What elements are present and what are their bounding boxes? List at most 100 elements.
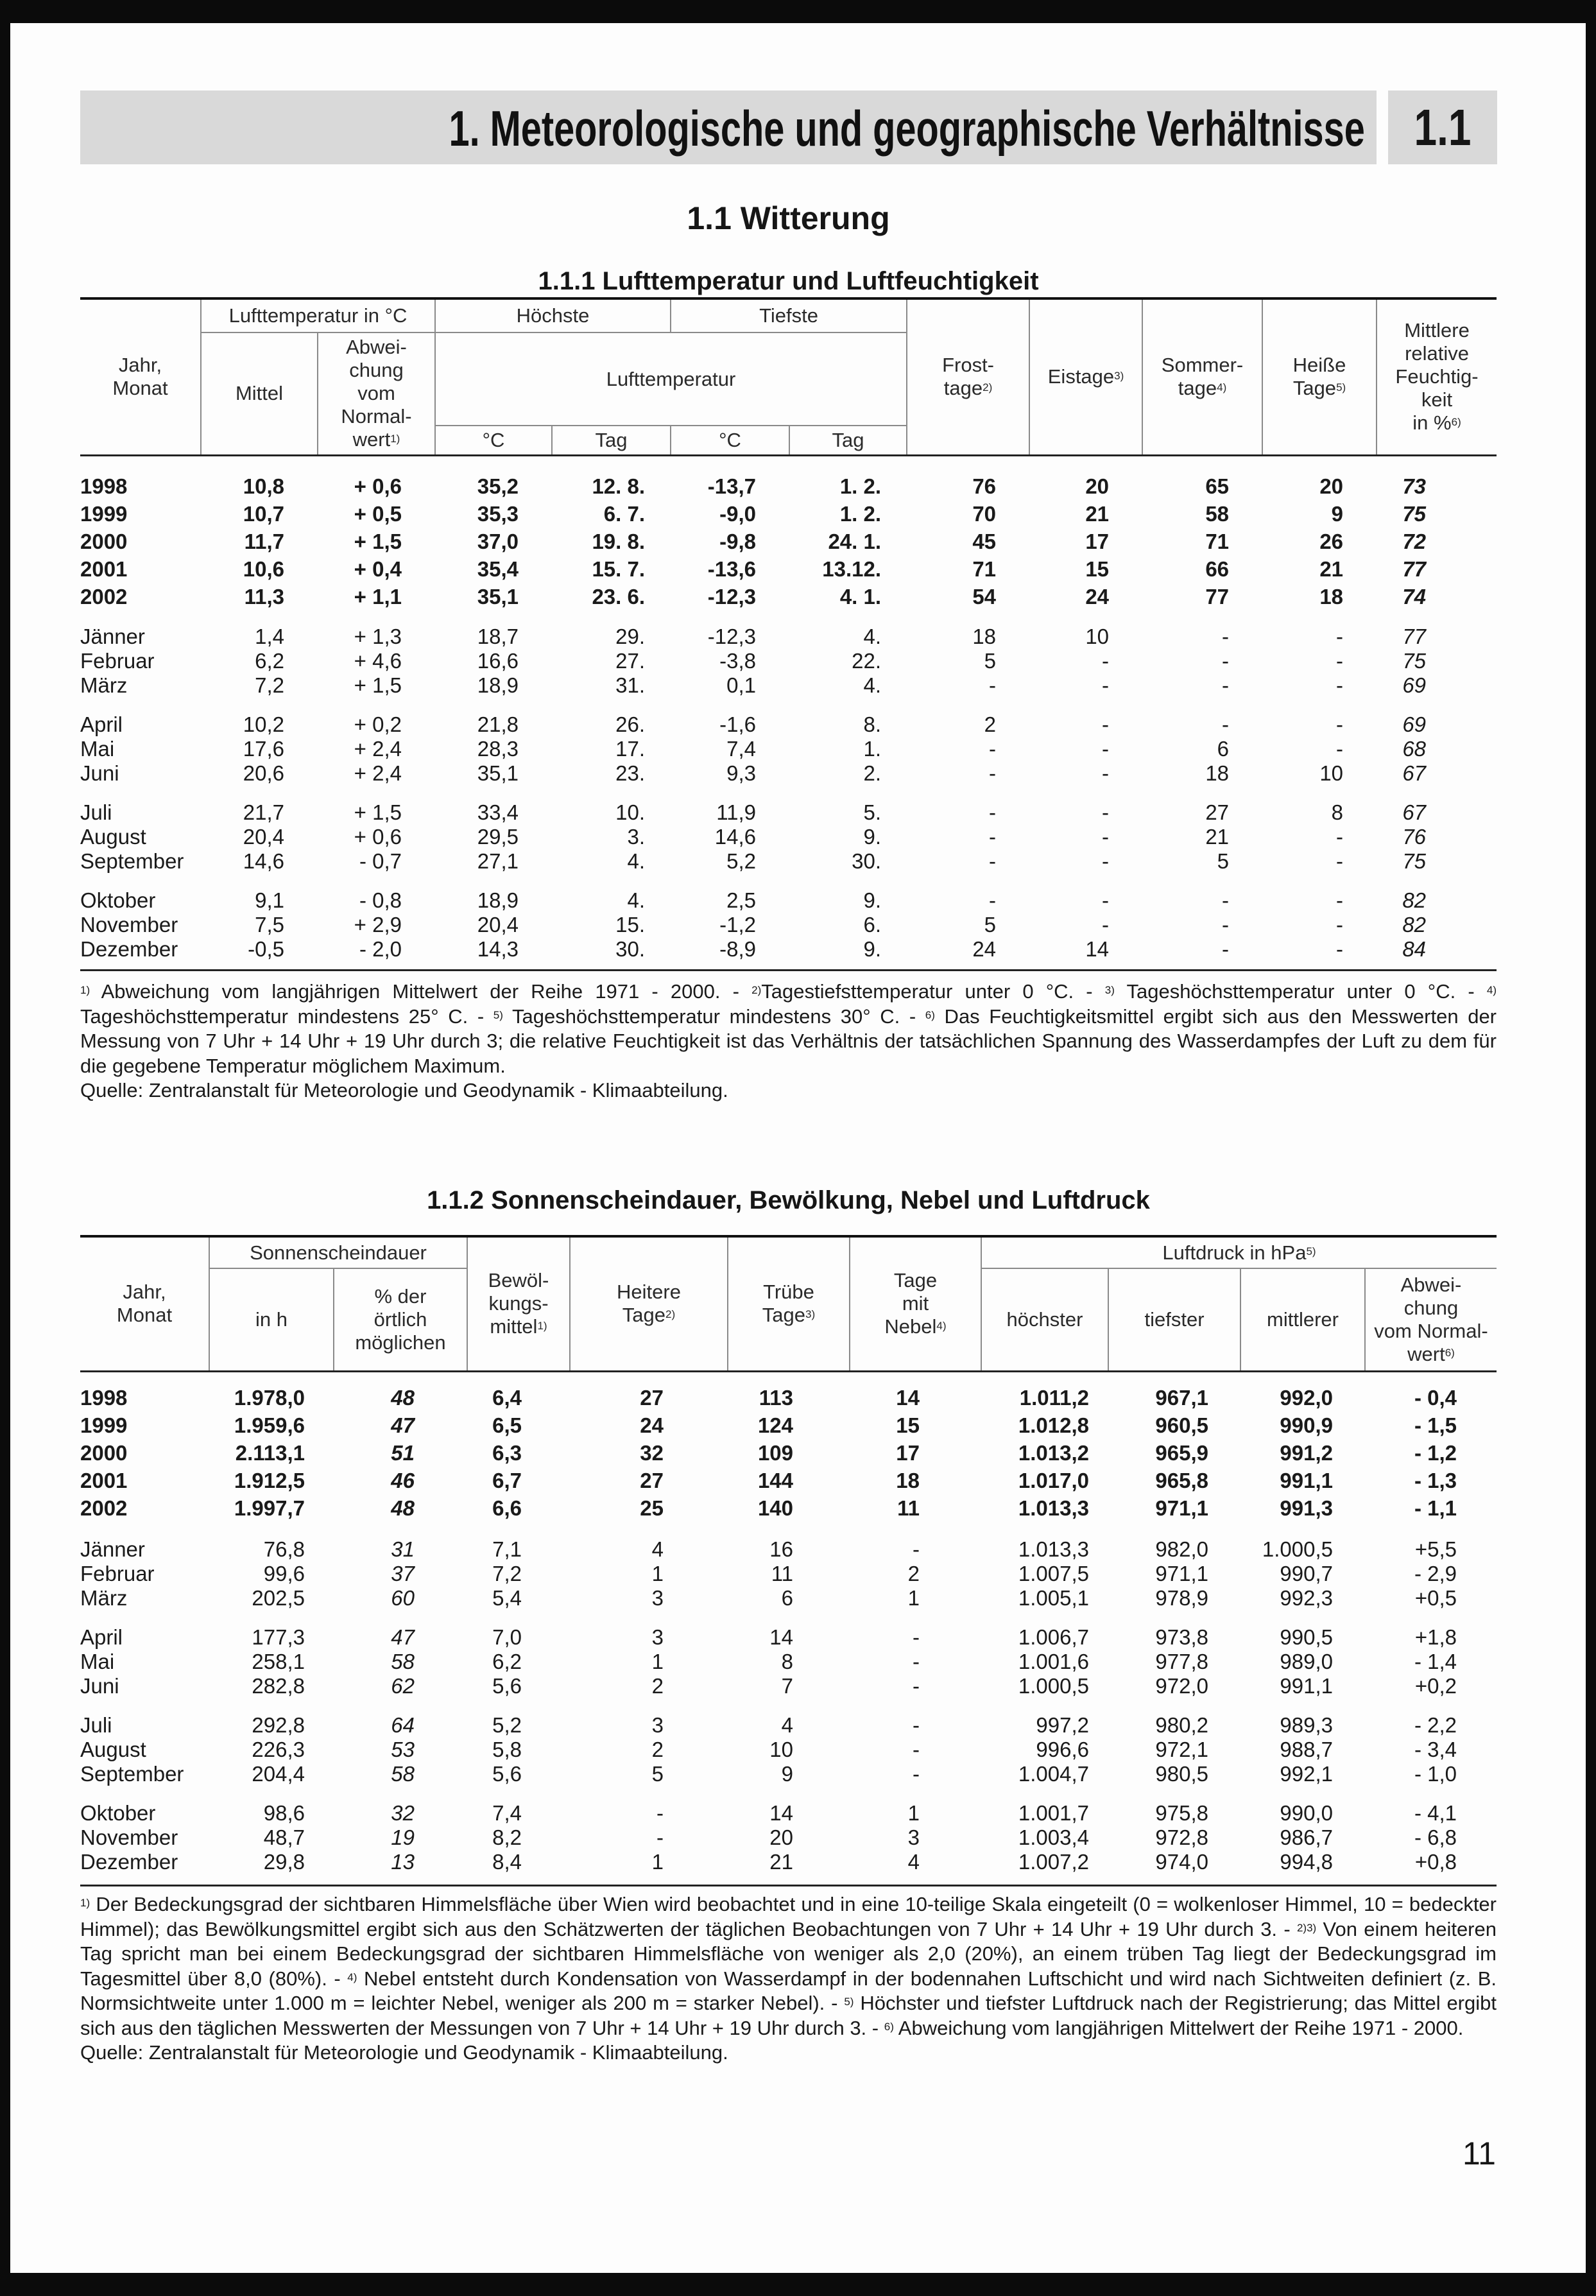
table-cell: 991,3 bbox=[1280, 1496, 1333, 1520]
row-label: November bbox=[80, 912, 178, 937]
footnote-text: Von einem heiteren Tag spricht man bei e… bbox=[80, 1917, 1497, 1990]
table-cell: 5 bbox=[1217, 849, 1230, 873]
table-cell: 33,4 bbox=[477, 800, 519, 824]
table-cell: 0,1 bbox=[726, 673, 757, 697]
table-cell: - bbox=[1102, 824, 1110, 849]
row-label: Oktober bbox=[80, 888, 156, 912]
table-cell: - 3,4 bbox=[1414, 1737, 1457, 1761]
table-cell: 965,8 bbox=[1155, 1469, 1208, 1492]
table-cell: 5,4 bbox=[492, 1585, 522, 1610]
header-line: Tage5) bbox=[1263, 377, 1376, 400]
row-label: 1998 bbox=[80, 474, 128, 498]
table-cell: 1 bbox=[907, 1800, 920, 1825]
table-cell: 53 bbox=[391, 1737, 415, 1761]
table-cell: 986,7 bbox=[1280, 1825, 1333, 1849]
row-label: 2001 bbox=[80, 1469, 128, 1492]
header-line: Sommer- bbox=[1143, 354, 1262, 377]
table-cell: + 1,3 bbox=[354, 624, 402, 648]
table-cell: 18 bbox=[1205, 761, 1230, 785]
table-cell: 113 bbox=[759, 1386, 793, 1410]
header-text: keit bbox=[1421, 388, 1453, 411]
table-cell: 11,3 bbox=[244, 585, 284, 609]
table-cell: 27 bbox=[640, 1386, 664, 1410]
table-cell: 1.997,7 bbox=[234, 1496, 305, 1520]
footnote-text: Nebel entsteht durch Kondensation von Wa… bbox=[80, 1967, 1497, 2015]
row-label: Februar bbox=[80, 648, 155, 673]
table-cell: - bbox=[989, 736, 997, 761]
table-cell: 35,4 bbox=[477, 557, 519, 581]
row-spacer bbox=[80, 698, 1497, 712]
header-line: Monat bbox=[80, 377, 200, 400]
header-frosttage: Frost-tage2) bbox=[906, 297, 1030, 455]
table-cell: 9,3 bbox=[726, 761, 757, 785]
table2-source: Quelle: Zentralanstalt für Meteorologie … bbox=[80, 2041, 728, 2064]
table-cell: 9. bbox=[863, 937, 882, 961]
table-cell: 21 bbox=[1319, 557, 1344, 581]
table2-footnotes: 1) Der Bedeckungsgrad der sichtbaren Him… bbox=[80, 1892, 1497, 2066]
footnote-text: Der Bedeckungsgrad der sichtbaren Himmel… bbox=[80, 1893, 1497, 1940]
table-cell: 977,8 bbox=[1155, 1649, 1208, 1673]
header-hoechste: Höchste bbox=[434, 297, 671, 333]
footnote-marker: 4) bbox=[1486, 984, 1497, 997]
header-text: Monat bbox=[112, 377, 168, 400]
header-text: vom Normal- bbox=[1374, 1319, 1488, 1342]
month-row: April 10,2 + 0,2 21,8 26. -1,6 8. 2 - - - 69 bbox=[80, 712, 1497, 737]
chapter-number: 1.1 bbox=[1414, 99, 1472, 156]
table-cell: 23. 6. bbox=[592, 585, 646, 609]
table-cell: 2 bbox=[984, 712, 997, 736]
header-line: Monat bbox=[80, 1304, 209, 1327]
footnote-marker: 6) bbox=[925, 1008, 935, 1021]
table-cell: - bbox=[1102, 912, 1110, 937]
header-lufttemperatur-group: Lufttemperatur in °C bbox=[200, 297, 435, 333]
row-label: 2001 bbox=[80, 557, 128, 581]
header-line: tage2) bbox=[907, 377, 1029, 400]
table-cell: 77 bbox=[1205, 585, 1230, 609]
header-line: Frost- bbox=[907, 354, 1029, 377]
year-row: 1998 10,8 + 0,6 35,2 12. 8. -13,7 1. 2. 76 20 65 2… bbox=[80, 473, 1497, 501]
table-cell: -9,8 bbox=[719, 530, 757, 553]
table-cell: - bbox=[1102, 888, 1110, 912]
table-cell: 990,7 bbox=[1280, 1561, 1333, 1585]
header-sommertage: Sommer-tage4) bbox=[1142, 297, 1263, 455]
table-cell: 13 bbox=[391, 1849, 415, 1874]
header-text: Tage bbox=[1292, 377, 1337, 400]
table-cell: 27. bbox=[615, 648, 646, 673]
row-spacer bbox=[80, 1786, 1497, 1801]
section-title: 1.1 Witterung bbox=[687, 200, 890, 236]
header-line: Tage bbox=[850, 1269, 981, 1292]
table-cell: - 1,0 bbox=[1414, 1761, 1457, 1786]
footnote-marker: 4) bbox=[347, 1971, 357, 1983]
footnote-text: Das Feuchtigkeitsmittel ergibt sich aus … bbox=[80, 1005, 1497, 1077]
table-cell: - bbox=[656, 1825, 664, 1849]
table-cell: + 1,5 bbox=[354, 530, 402, 553]
header-line: örtlich bbox=[334, 1308, 467, 1331]
table-cell: 2.113,1 bbox=[235, 1441, 305, 1465]
table-cell: - bbox=[1102, 849, 1110, 873]
table-cell: 2,5 bbox=[726, 888, 757, 912]
header-line: keit bbox=[1377, 388, 1497, 411]
table-cell: 72 bbox=[1402, 530, 1427, 553]
table-cell: 71 bbox=[972, 557, 997, 581]
row-spacer bbox=[80, 961, 1497, 971]
table-cell: 21 bbox=[769, 1849, 793, 1874]
header-text: örtlich bbox=[373, 1308, 427, 1331]
chapter-header-bar: 1. Meteorologische und geographische Ver… bbox=[80, 91, 1377, 164]
row-label: August bbox=[80, 824, 146, 849]
table-cell: 965,9 bbox=[1155, 1441, 1208, 1465]
year-row: 1999 1.959,6 47 6,5 24 124 15 1.012,8 960,5 990,9… bbox=[80, 1412, 1497, 1440]
table-cell: 1 bbox=[651, 1849, 664, 1874]
chapter-number-box: 1.1 bbox=[1388, 91, 1497, 164]
table-cell: -8,9 bbox=[719, 937, 757, 961]
table-cell: 7 bbox=[781, 1673, 793, 1698]
footnote-marker: 6) bbox=[884, 2020, 894, 2033]
footnote-marker: 4) bbox=[936, 1319, 947, 1332]
table-cell: -12,3 bbox=[707, 585, 757, 609]
table-cell: 30. bbox=[615, 937, 646, 961]
table-cell: + 0,2 bbox=[354, 712, 402, 736]
table-cell: 975,8 bbox=[1155, 1800, 1208, 1825]
table-cell: + 2,9 bbox=[354, 912, 402, 937]
row-label: 2000 bbox=[80, 1441, 128, 1465]
row-label: November bbox=[80, 1825, 178, 1849]
table-cell: 10 bbox=[1085, 624, 1110, 648]
table-cell: 21,7 bbox=[243, 800, 284, 824]
